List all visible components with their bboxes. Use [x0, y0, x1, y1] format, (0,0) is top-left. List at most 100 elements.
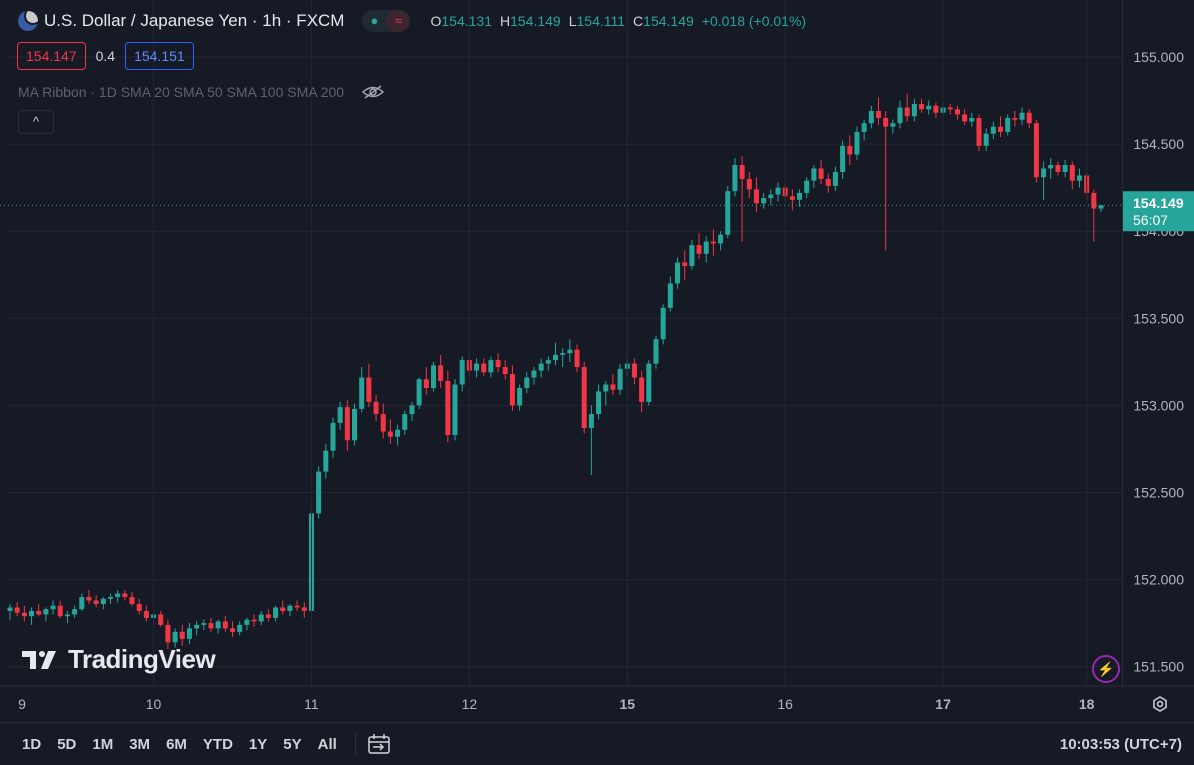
candle-body	[675, 262, 681, 284]
x-tick-label: 15	[619, 696, 635, 712]
collapse-legend-button[interactable]: ^	[18, 110, 54, 134]
candle-body	[122, 593, 128, 598]
price-scale-divider	[1122, 0, 1123, 686]
candle-body	[222, 621, 228, 629]
candle-body	[797, 192, 803, 200]
candle-body	[524, 377, 530, 388]
candle-body	[416, 379, 422, 406]
candle-body	[538, 363, 544, 371]
go-to-date-icon[interactable]	[368, 734, 390, 754]
candle-body	[21, 612, 27, 617]
candle-body	[667, 283, 673, 308]
range-button-5d[interactable]: 5D	[57, 735, 77, 753]
candle-body	[115, 593, 121, 598]
candle-body	[983, 133, 989, 146]
candle-body	[488, 360, 494, 373]
candle-body	[811, 168, 817, 181]
candle-body	[495, 360, 501, 368]
candle-body	[725, 191, 731, 235]
y-tick-label: 153.000	[1133, 397, 1184, 413]
candle-body	[883, 117, 889, 127]
range-button-5y[interactable]: 5Y	[283, 735, 302, 753]
candle-body	[1041, 168, 1047, 178]
candle-body	[50, 605, 56, 610]
candle-body	[301, 607, 307, 611]
candle-body	[753, 189, 759, 204]
candle-body	[998, 126, 1004, 132]
candle-body	[1005, 117, 1011, 132]
range-button-1m[interactable]: 1M	[92, 735, 114, 753]
candle-body	[746, 178, 752, 190]
candle-body	[933, 105, 939, 113]
range-button-6m[interactable]: 6M	[166, 735, 187, 753]
candle-body	[1062, 165, 1068, 172]
candle-body	[1019, 112, 1025, 120]
candle-body	[911, 104, 917, 117]
ohlc-values: O154.131 H154.149 L154.111 C154.149 +0.0…	[430, 13, 806, 29]
candle-body	[660, 307, 666, 340]
market-status-pill[interactable]: ● ≈	[362, 10, 411, 32]
candle-body	[423, 379, 429, 388]
candle-body	[768, 194, 774, 199]
range-buttons: 1D 5D 1M 3M 6M YTD 1Y 5Y All	[14, 736, 345, 753]
candle-body	[502, 367, 508, 375]
candle-body	[294, 605, 300, 608]
market-open-icon[interactable]: ●	[370, 13, 379, 28]
y-tick-label: 152.500	[1133, 485, 1184, 501]
candle-body	[904, 107, 910, 117]
candle-body	[215, 621, 221, 629]
hidden-eye-icon[interactable]	[362, 85, 385, 99]
x-tick-label: 12	[462, 696, 478, 712]
y-tick-label: 153.500	[1133, 310, 1184, 326]
change-value: +0.018 (+0.01%)	[701, 13, 807, 29]
candle-body	[79, 597, 85, 610]
candle-body	[840, 145, 846, 172]
candle-body	[804, 180, 810, 193]
candle-body	[86, 597, 92, 601]
candle-body	[366, 377, 372, 402]
candle-body	[251, 619, 257, 622]
lightning-icon[interactable]: ⚡	[1092, 655, 1120, 683]
indicator-legend[interactable]: MA Ribbon · 1D SMA 20 SMA 50 SMA 100 SMA…	[18, 84, 385, 100]
sell-button[interactable]: 154.147	[17, 42, 86, 70]
bottom-toolbar: 1D 5D 1M 3M 6M YTD 1Y 5Y All 10:03:53 (UTC+7)	[0, 722, 1194, 765]
candle-body	[1098, 205, 1104, 209]
low-value: 154.111	[576, 13, 626, 29]
candle-body	[402, 414, 408, 430]
low-label: L	[568, 13, 577, 29]
candle-body	[581, 367, 587, 429]
range-button-3m[interactable]: 3M	[129, 735, 151, 753]
candle-body	[93, 600, 99, 604]
candle-body	[919, 104, 925, 110]
data-delay-icon[interactable]: ≈	[386, 10, 411, 32]
current-price-label: 154.149	[1133, 195, 1184, 211]
buy-button[interactable]: 154.151	[125, 42, 194, 70]
candle-body	[653, 339, 659, 364]
candle-body	[280, 607, 286, 611]
indicator-label[interactable]: MA Ribbon · 1D SMA 20 SMA 50 SMA 100 SMA…	[18, 84, 345, 100]
candle-body	[36, 610, 42, 615]
candle-body	[201, 623, 207, 625]
range-button-1y[interactable]: 1Y	[248, 735, 268, 753]
candle-body	[265, 614, 271, 618]
candlestick-chart[interactable]: 155.000154.500154.000153.500153.000152.5…	[0, 0, 1194, 722]
range-button-1d[interactable]: 1D	[22, 735, 42, 753]
candle-body	[387, 431, 393, 437]
timezone-clock[interactable]: 10:03:53 (UTC+7)	[1059, 735, 1182, 753]
range-button-ytd[interactable]: YTD	[202, 735, 233, 753]
candle-body	[352, 408, 358, 441]
candle-body	[969, 117, 975, 122]
candle-body	[732, 165, 738, 192]
close-value: 154.149	[643, 13, 694, 29]
candle-body	[847, 145, 853, 155]
candle-body	[107, 597, 113, 599]
current-price-label-box	[1123, 191, 1194, 232]
candle-body	[100, 598, 106, 604]
symbol-title[interactable]: U.S. Dollar / Japanese Yen · 1h · FXCM	[44, 11, 345, 30]
range-button-all[interactable]: All	[317, 735, 337, 753]
x-tick-label: 18	[1079, 696, 1095, 712]
open-label: O	[430, 13, 442, 29]
candle-body	[64, 614, 70, 617]
candle-body	[481, 363, 487, 373]
settings-gear-icon[interactable]	[1150, 694, 1170, 714]
